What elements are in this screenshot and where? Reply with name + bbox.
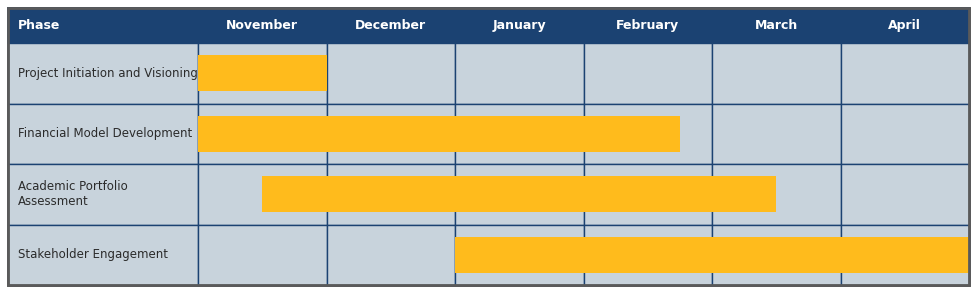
Bar — [198, 164, 326, 224]
Bar — [583, 103, 712, 164]
Bar — [455, 103, 583, 164]
Bar — [326, 164, 455, 224]
Text: February: February — [616, 19, 679, 32]
Bar — [712, 164, 840, 224]
Bar — [198, 8, 326, 43]
Bar — [455, 164, 583, 224]
Text: Stakeholder Engagement: Stakeholder Engagement — [18, 248, 168, 261]
Bar — [455, 237, 969, 273]
Bar — [198, 103, 326, 164]
Bar — [198, 55, 326, 91]
Bar — [712, 8, 840, 43]
Bar — [455, 8, 583, 43]
Text: Financial Model Development: Financial Model Development — [18, 127, 192, 140]
Text: Academic Portfolio
Assessment: Academic Portfolio Assessment — [18, 180, 128, 208]
Bar — [712, 224, 840, 285]
Bar — [712, 103, 840, 164]
Text: November: November — [227, 19, 298, 32]
Bar — [198, 116, 680, 152]
Bar — [583, 164, 712, 224]
Bar — [198, 224, 326, 285]
Bar — [840, 43, 969, 103]
Bar — [8, 8, 198, 43]
Bar — [8, 43, 198, 103]
Bar — [262, 176, 777, 212]
Bar — [840, 103, 969, 164]
Bar — [326, 103, 455, 164]
Bar — [455, 43, 583, 103]
Bar — [8, 164, 198, 224]
Bar — [583, 224, 712, 285]
Text: December: December — [356, 19, 426, 32]
Text: April: April — [888, 19, 921, 32]
Text: Phase: Phase — [18, 19, 61, 32]
Bar — [326, 224, 455, 285]
Bar — [326, 8, 455, 43]
Text: Project Initiation and Visioning: Project Initiation and Visioning — [18, 67, 198, 80]
Bar — [326, 43, 455, 103]
Bar — [583, 8, 712, 43]
Text: January: January — [492, 19, 546, 32]
Bar — [840, 8, 969, 43]
Bar — [712, 43, 840, 103]
Bar — [8, 103, 198, 164]
Bar — [198, 43, 326, 103]
Bar — [840, 224, 969, 285]
Bar — [8, 224, 198, 285]
Text: March: March — [754, 19, 798, 32]
Bar — [840, 164, 969, 224]
Bar — [455, 224, 583, 285]
Bar — [583, 43, 712, 103]
